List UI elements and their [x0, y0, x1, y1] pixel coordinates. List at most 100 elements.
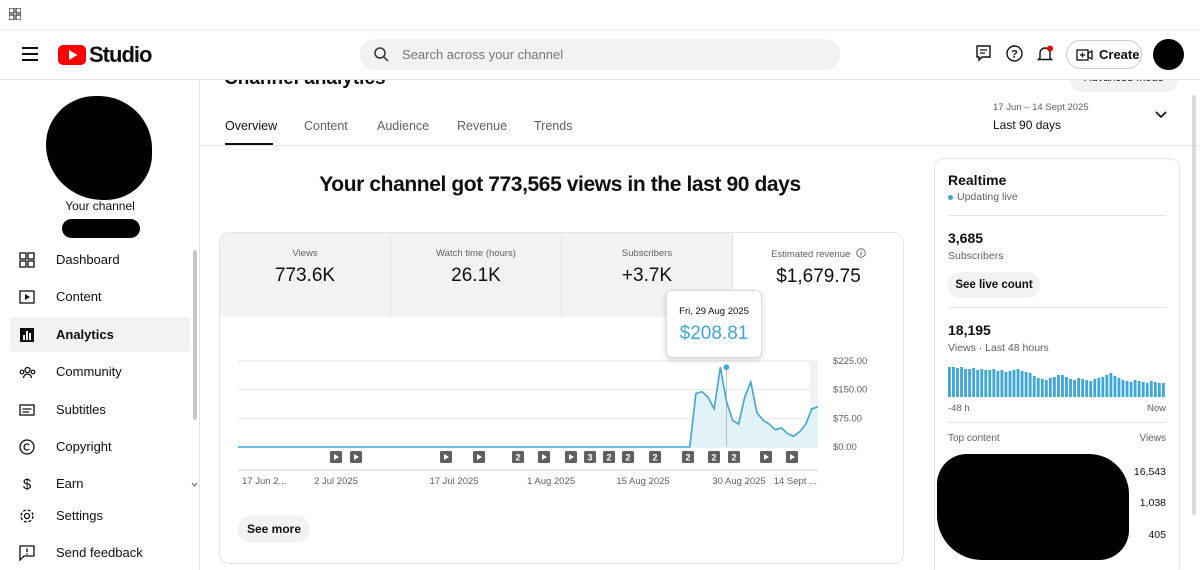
search-box[interactable] [360, 39, 840, 70]
sidebar-item-send-feedback[interactable]: Send feedback [10, 535, 190, 570]
marker-count: 2 [606, 453, 611, 463]
tab-audience[interactable]: Audience [377, 119, 430, 133]
realtime-bar [1073, 380, 1076, 397]
sidebar-scrollbar[interactable] [193, 250, 197, 420]
advanced-mode-button[interactable]: Advanced mode [1070, 80, 1178, 92]
chevron-down-icon[interactable] [1155, 111, 1167, 119]
metric-views[interactable]: Views 773.6K [220, 233, 391, 317]
top-content-views-2: 1,038 [1139, 497, 1166, 509]
realtime-bar [964, 369, 967, 397]
realtime-bar-chart[interactable] [948, 365, 1166, 397]
upload-marker-video [350, 451, 362, 463]
tab-content[interactable]: Content [304, 119, 348, 133]
sidebar-item-content[interactable]: Content [10, 279, 190, 314]
realtime-bar [960, 367, 963, 397]
sidebar-item-dashboard[interactable]: Dashboard [10, 242, 190, 277]
upload-marker-video [473, 451, 485, 463]
see-more-button[interactable]: See more [238, 515, 310, 543]
realtime-subscribers-label: Subscribers [948, 250, 1004, 262]
marker-box [622, 451, 634, 463]
sidebar-item-copyright[interactable]: Copyright [10, 429, 190, 464]
divider [948, 422, 1166, 423]
realtime-bar [968, 369, 972, 397]
realtime-axis-start: -48 h [948, 403, 970, 414]
sidebar-item-settings[interactable]: Settings [10, 498, 190, 533]
realtime-bar [1101, 377, 1105, 397]
sidebar-scroll-down-icon[interactable] [191, 482, 198, 487]
upload-marker-video [440, 451, 452, 463]
sidebar-item-analytics[interactable]: Analytics [10, 317, 190, 352]
realtime-bar [988, 370, 992, 397]
realtime-status-text: Updating live [957, 191, 1018, 203]
realtime-bar [952, 367, 955, 397]
realtime-bar [1085, 380, 1089, 397]
realtime-bar [992, 369, 996, 397]
realtime-bar [1052, 377, 1056, 397]
sidebar-item-earn[interactable]: $ Earn [10, 466, 190, 501]
browser-strip [0, 0, 1200, 30]
realtime-bar [980, 369, 984, 397]
tooltip-date: Fri, 29 Aug 2025 [679, 306, 749, 317]
channel-avatar-redacted[interactable] [46, 96, 152, 200]
upload-marker-count: 2 [708, 451, 720, 463]
metric-value: +3.7K [621, 265, 673, 286]
realtime-views-label: Views · Last 48 hours [948, 342, 1049, 354]
help-icon[interactable]: ? [1006, 45, 1023, 62]
main-scrollbar[interactable] [1192, 95, 1196, 515]
community-icon [19, 366, 36, 378]
info-icon[interactable] [856, 248, 866, 258]
x-tick-label: 30 Aug 2025 [712, 476, 765, 487]
metric-watch-time[interactable]: Watch time (hours) 26.1K [391, 233, 562, 317]
sidebar-item-label: Analytics [56, 327, 114, 342]
create-video-icon [1076, 48, 1093, 61]
metric-subscribers[interactable]: Subscribers +3.7K [562, 233, 733, 317]
realtime-bar [1008, 371, 1012, 397]
sidebar-item-label: Copyright [56, 439, 112, 454]
channel-name-redacted [62, 219, 140, 238]
revenue-chart[interactable]: $225.00 $150.00 $75.00 $0.00 2 3 2 2 2 2 2 2 17 Jun … [220, 317, 904, 487]
upload-marker-video [330, 451, 342, 463]
realtime-bar [1065, 377, 1068, 397]
upload-marker-video [786, 451, 798, 463]
sidebar-item-label: Community [56, 364, 122, 379]
realtime-card: Realtime Updating live 3,685 Subscribers… [934, 158, 1180, 570]
date-range-selector[interactable]: 17 Jun – 14 Sept 2025 Last 90 days [993, 102, 1089, 132]
sidebar-item-subtitles[interactable]: Subtitles [10, 392, 190, 427]
x-tick-label: 17 Jun 2... [242, 476, 286, 487]
y-tick-label: $75.00 [833, 413, 862, 424]
realtime-bar [984, 370, 988, 397]
play-icon [542, 454, 547, 460]
realtime-bar [1040, 379, 1044, 397]
metric-label-text: Estimated revenue [771, 249, 851, 260]
series-line [238, 367, 819, 448]
realtime-subscribers: 3,685 [948, 230, 984, 246]
realtime-bar [1161, 383, 1165, 397]
sidebar-item-label: Content [56, 289, 102, 304]
menu-icon[interactable] [22, 47, 38, 61]
comments-icon[interactable] [976, 45, 991, 62]
see-live-count-button[interactable]: See live count [948, 272, 1040, 298]
account-avatar[interactable] [1153, 39, 1184, 70]
series-area [238, 367, 818, 447]
realtime-bar [1145, 383, 1149, 397]
top-content-views-label: Views [1139, 433, 1167, 444]
notifications-icon[interactable] [1037, 45, 1054, 62]
search-input[interactable] [402, 39, 822, 70]
apps-grid-icon[interactable] [9, 8, 21, 20]
upload-marker-count: 2 [649, 451, 661, 463]
upload-marker-video [565, 451, 577, 463]
tab-revenue[interactable]: Revenue [457, 119, 508, 133]
realtime-bar [1097, 378, 1101, 397]
x-tick-label: 14 Sept ... [774, 476, 817, 487]
create-button[interactable]: Create [1066, 40, 1142, 69]
tab-overview[interactable]: Overview [225, 119, 278, 133]
marker-count: 2 [625, 453, 630, 463]
upload-marker-count: 2 [682, 451, 694, 463]
brand-name: Studio [89, 42, 152, 67]
realtime-bar [1089, 381, 1093, 397]
realtime-title: Realtime [948, 172, 1007, 188]
tab-trends[interactable]: Trends [534, 119, 573, 133]
subtitles-icon [19, 403, 35, 416]
sidebar-item-community[interactable]: Community [10, 354, 190, 389]
studio-logo[interactable]: Studio [58, 42, 152, 68]
